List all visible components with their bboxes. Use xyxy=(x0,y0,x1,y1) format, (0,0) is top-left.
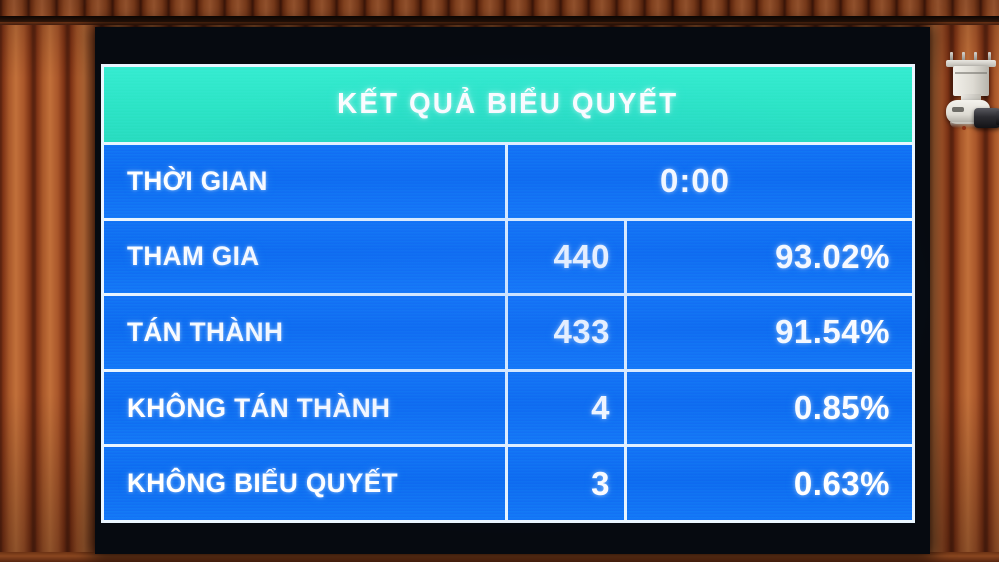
camera-mount-bolt xyxy=(988,52,991,61)
row-label-cell: KHÔNG BIỂU QUYẾT xyxy=(104,447,508,520)
camera-head-vent xyxy=(952,107,964,112)
time-label: THỜI GIAN xyxy=(127,165,268,196)
row-count: 440 xyxy=(553,237,610,275)
row-percent-cell: 0.85% xyxy=(627,372,912,445)
table-row-time: THỜI GIAN 0:00 xyxy=(104,145,912,221)
camera-housing xyxy=(953,66,989,96)
row-percent-cell: 91.54% xyxy=(627,296,912,369)
row-count: 4 xyxy=(591,389,610,427)
row-count-cell: 440 xyxy=(508,220,627,294)
camera-mount-bracket xyxy=(946,60,996,67)
row-label-cell: KHÔNG TÁN THÀNH xyxy=(104,371,508,445)
camera-mount-bolt xyxy=(950,52,953,61)
row-label: TÁN THÀNH xyxy=(127,316,284,347)
wall-bottom-ledge xyxy=(0,552,999,562)
row-label-cell: THAM GIA xyxy=(104,220,508,294)
time-value: 0:00 xyxy=(659,162,731,200)
camera-housing-seam xyxy=(955,72,987,74)
camera-lens-tip xyxy=(996,111,999,125)
row-count: 3 xyxy=(591,464,610,502)
table-row: TÁN THÀNH 433 91.54% xyxy=(104,296,912,372)
wall-top-shadow xyxy=(0,16,999,24)
wall-top-lip xyxy=(0,22,999,25)
wall-top-slat-band xyxy=(0,0,999,16)
row-percent: 93.02% xyxy=(775,237,890,275)
security-camera xyxy=(944,52,999,152)
camera-mount-bolt xyxy=(974,52,977,61)
page-title: KẾT QUẢ BIỂU QUYẾT xyxy=(337,88,679,120)
row-label: KHÔNG BIỂU QUYẾT xyxy=(127,468,399,499)
row-label: KHÔNG TÁN THÀNH xyxy=(127,392,391,423)
row-count: 433 xyxy=(553,313,610,351)
row-label-cell: TÁN THÀNH xyxy=(104,296,508,369)
row-percent-cell: 0.63% xyxy=(627,447,912,520)
time-label-cell: THỜI GIAN xyxy=(104,145,508,218)
row-percent: 91.54% xyxy=(775,313,890,351)
camera-mount-bolt xyxy=(962,52,965,61)
camera-head-underside xyxy=(950,122,984,128)
camera-indicator-dot xyxy=(962,126,966,130)
row-percent: 0.63% xyxy=(793,464,890,502)
table-row: KHÔNG BIỂU QUYẾT 3 0.63% xyxy=(104,447,912,520)
row-count-cell: 4 xyxy=(508,371,627,445)
row-percent-cell: 93.02% xyxy=(627,221,912,294)
row-percent: 0.85% xyxy=(793,389,890,427)
row-count-cell: 433 xyxy=(508,296,627,369)
camera-neck xyxy=(961,94,981,102)
time-value-cell: 0:00 xyxy=(508,145,912,218)
row-label: THAM GIA xyxy=(127,241,260,272)
camera-lens-barrel xyxy=(974,108,999,128)
voting-result-board: KẾT QUẢ BIỂU QUYẾT THỜI GIAN 0:00 THAM G… xyxy=(101,64,915,523)
board-title-bar: KẾT QUẢ BIỂU QUYẾT xyxy=(104,67,912,145)
table-row: THAM GIA 440 93.02% xyxy=(104,220,912,297)
table-row: KHÔNG TÁN THÀNH 4 0.85% xyxy=(104,371,912,448)
row-count-cell: 3 xyxy=(508,447,627,520)
